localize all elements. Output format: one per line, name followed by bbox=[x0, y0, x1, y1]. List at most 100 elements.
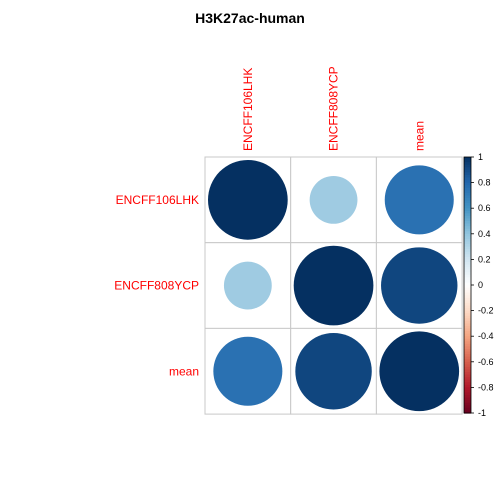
correlation-circle bbox=[384, 165, 454, 235]
colorbar-tick-label: -0.2 bbox=[478, 306, 494, 316]
colorbar-segment bbox=[464, 162, 471, 166]
colorbar-segment bbox=[464, 354, 471, 358]
colorbar-segment bbox=[464, 366, 471, 371]
colorbar-segment bbox=[464, 392, 471, 396]
colorbar-segment bbox=[464, 205, 471, 209]
colorbar-segment bbox=[464, 215, 471, 220]
colorbar-tick-label: 0 bbox=[478, 280, 483, 290]
colorbar-segment bbox=[464, 318, 471, 322]
correlation-circle bbox=[381, 247, 458, 324]
colorbar-segment bbox=[464, 389, 471, 394]
colorbar-tick-label: 0.8 bbox=[478, 178, 491, 188]
colorbar-segment bbox=[464, 407, 471, 412]
row-label: ENCFF106LHK bbox=[116, 193, 199, 207]
colorbar-segment bbox=[464, 343, 471, 348]
colorbar-segment bbox=[464, 341, 471, 345]
colorbar-segment bbox=[464, 208, 471, 212]
colorbar-segment bbox=[464, 323, 471, 327]
row-label: mean bbox=[169, 364, 199, 378]
colorbar-segment bbox=[464, 164, 471, 168]
colorbar-segment bbox=[464, 295, 471, 299]
colorbar-segment bbox=[464, 279, 471, 284]
colorbar-segment bbox=[464, 226, 471, 230]
colorbar-segment bbox=[464, 305, 471, 309]
colorbar-segment bbox=[464, 172, 471, 176]
colorbar-segment bbox=[464, 169, 471, 173]
colorbar-segment bbox=[464, 351, 471, 355]
colorbar-segment bbox=[464, 331, 471, 335]
colorbar-segment bbox=[464, 402, 471, 406]
colorbar-segment bbox=[464, 190, 471, 194]
colorbar-segment bbox=[464, 297, 471, 301]
colorbar-segment bbox=[464, 233, 471, 237]
correlation-circle bbox=[295, 333, 372, 410]
colorbar-segment bbox=[464, 410, 471, 414]
colorbar-segment bbox=[464, 374, 471, 378]
colorbar-tick-label: 0.6 bbox=[478, 203, 491, 213]
colorbar-segment bbox=[464, 325, 471, 330]
colorbar-segment bbox=[464, 231, 471, 235]
colorbar-segment bbox=[464, 200, 471, 204]
correlation-circle bbox=[293, 245, 374, 326]
colorbar-segment bbox=[464, 269, 471, 273]
colorbar-segment bbox=[464, 241, 471, 245]
row-labels: ENCFF106LHK ENCFF808YCP mean bbox=[114, 193, 199, 378]
colorbar-segment bbox=[464, 292, 471, 296]
colorbar-segment bbox=[464, 223, 471, 227]
colorbar-segment bbox=[464, 359, 471, 363]
colorbar-segment bbox=[464, 287, 471, 291]
colorbar-segment bbox=[464, 290, 471, 294]
colorbar-segment bbox=[464, 333, 471, 337]
colorbar-segment bbox=[464, 346, 471, 350]
colorbar-segment bbox=[464, 267, 471, 271]
correlation-circle bbox=[208, 160, 288, 240]
colorbar-segment bbox=[464, 177, 471, 181]
row-label: ENCFF808YCP bbox=[114, 279, 199, 293]
colorbar-segment bbox=[464, 384, 471, 388]
colorbar-segment bbox=[464, 174, 471, 179]
colorbar-segment bbox=[464, 236, 471, 240]
colorbar-tick-label: -1 bbox=[478, 408, 486, 418]
colorbar-segment bbox=[464, 251, 471, 255]
column-label: ENCFF106LHK bbox=[241, 68, 255, 151]
colorbar-segment bbox=[464, 397, 471, 401]
colorbar-segment bbox=[464, 167, 471, 171]
colorbar-segment bbox=[464, 218, 471, 222]
colorbar-segment bbox=[464, 338, 471, 342]
colorbar-tick-label: -0.8 bbox=[478, 382, 494, 392]
column-label: ENCFF808YCP bbox=[327, 66, 341, 151]
correlation-circle bbox=[213, 336, 283, 406]
colorbar-segment bbox=[464, 210, 471, 214]
colorbar-segment bbox=[464, 308, 471, 312]
colorbar-segment bbox=[464, 320, 471, 324]
colorbar-segment bbox=[464, 395, 471, 399]
colorbar-tick-label: 0.2 bbox=[478, 254, 491, 264]
colorbar-segment bbox=[464, 300, 471, 304]
colorbar-segment bbox=[464, 228, 471, 232]
colorbar-segment bbox=[464, 261, 471, 266]
colorbar-segment bbox=[464, 361, 471, 365]
correlation-grid bbox=[204, 156, 463, 415]
colorbar-segment bbox=[464, 249, 471, 253]
colorbar-segment bbox=[464, 315, 471, 319]
colorbar-segment bbox=[464, 310, 471, 314]
colorbar-segment bbox=[464, 159, 471, 163]
colorbar-segment bbox=[464, 246, 471, 250]
column-labels: ENCFF106LHK ENCFF808YCP mean bbox=[241, 66, 426, 151]
colorbar-segment bbox=[464, 203, 471, 207]
correlation-circle bbox=[379, 331, 460, 412]
colorbar-segment bbox=[464, 272, 471, 276]
colorbar-segment bbox=[464, 356, 471, 360]
colorbar-segment bbox=[464, 372, 471, 376]
colorbar-segment bbox=[464, 259, 471, 263]
colorbar-segment bbox=[464, 182, 471, 186]
colorbar-segment bbox=[464, 349, 471, 353]
colorbar-tick-label: -0.4 bbox=[478, 331, 494, 341]
colorbar-segment bbox=[464, 213, 471, 217]
colorbar-segment bbox=[464, 221, 471, 225]
colorbar-segment bbox=[464, 377, 471, 381]
colorbar-segment bbox=[464, 277, 471, 281]
colorbar-segment bbox=[464, 382, 471, 386]
colorbar-segment bbox=[464, 282, 471, 286]
